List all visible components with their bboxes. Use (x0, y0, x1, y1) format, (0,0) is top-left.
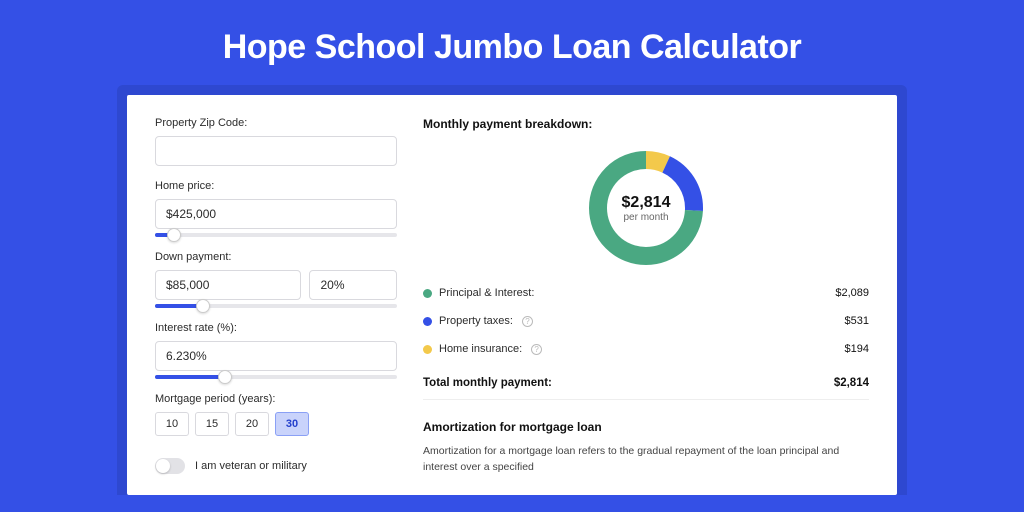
legend-row: Principal & Interest: $2,089 (423, 279, 869, 307)
donut-chart: $2,814 per month (585, 147, 707, 269)
donut-container: $2,814 per month (423, 141, 869, 279)
interest-rate-slider[interactable] (155, 375, 397, 379)
total-label: Total monthly payment: (423, 377, 552, 389)
field-interest-rate: Interest rate (%): (155, 322, 397, 379)
mortgage-period-label: Mortgage period (years): (155, 393, 397, 405)
legend: Principal & Interest: $2,089 Property taxe… (423, 279, 869, 363)
legend-row: Home insurance:? $194 (423, 335, 869, 363)
form-column: Property Zip Code: Home price: Down paym… (155, 117, 397, 495)
breakdown-title: Monthly payment breakdown: (423, 117, 869, 131)
breakdown-column: Monthly payment breakdown: $2,814 per mo… (423, 117, 869, 495)
down-payment-pct-input[interactable] (309, 270, 397, 300)
donut-center: $2,814 per month (585, 147, 707, 269)
period-btn-10[interactable]: 10 (155, 412, 189, 436)
divider (423, 399, 869, 400)
donut-sub: per month (623, 212, 668, 223)
home-price-input[interactable] (155, 199, 397, 229)
field-home-price: Home price: (155, 180, 397, 237)
veteran-label: I am veteran or military (195, 460, 307, 472)
down-payment-label: Down payment: (155, 251, 397, 263)
toggle-knob (156, 459, 170, 473)
slider-fill (155, 375, 225, 379)
calculator-card: Property Zip Code: Home price: Down paym… (127, 95, 897, 495)
period-btn-15[interactable]: 15 (195, 412, 229, 436)
veteran-toggle-row: I am veteran or military (155, 458, 397, 474)
legend-row: Property taxes:? $531 (423, 307, 869, 335)
field-down-payment: Down payment: (155, 251, 397, 308)
legend-left: Principal & Interest: (423, 287, 534, 299)
legend-value: $2,089 (835, 287, 869, 299)
amortization-text: Amortization for a mortgage loan refers … (423, 444, 869, 476)
legend-label: Property taxes: (439, 315, 513, 327)
zip-input[interactable] (155, 136, 397, 166)
legend-label: Home insurance: (439, 343, 522, 355)
total-row: Total monthly payment: $2,814 (423, 367, 869, 395)
total-value: $2,814 (834, 377, 869, 389)
page-title: Hope School Jumbo Loan Calculator (0, 0, 1024, 85)
field-zip: Property Zip Code: (155, 117, 397, 166)
slider-thumb[interactable] (218, 370, 232, 384)
period-btn-30[interactable]: 30 (275, 412, 309, 436)
donut-amount: $2,814 (622, 194, 671, 212)
slider-thumb[interactable] (196, 299, 210, 313)
down-payment-slider[interactable] (155, 304, 397, 308)
legend-label: Principal & Interest: (439, 287, 534, 299)
interest-rate-input[interactable] (155, 341, 397, 371)
info-icon[interactable]: ? (522, 316, 533, 327)
card-shadow: Property Zip Code: Home price: Down paym… (117, 85, 907, 495)
period-button-group: 10152030 (155, 412, 397, 436)
info-icon[interactable]: ? (531, 344, 542, 355)
legend-dot (423, 289, 432, 298)
down-payment-amount-input[interactable] (155, 270, 301, 300)
legend-left: Property taxes:? (423, 315, 533, 327)
home-price-slider[interactable] (155, 233, 397, 237)
period-btn-20[interactable]: 20 (235, 412, 269, 436)
legend-value: $194 (845, 343, 869, 355)
legend-dot (423, 345, 432, 354)
field-mortgage-period: Mortgage period (years): 10152030 (155, 393, 397, 436)
amortization-title: Amortization for mortgage loan (423, 420, 869, 434)
home-price-label: Home price: (155, 180, 397, 192)
veteran-toggle[interactable] (155, 458, 185, 474)
legend-dot (423, 317, 432, 326)
legend-left: Home insurance:? (423, 343, 542, 355)
zip-label: Property Zip Code: (155, 117, 397, 129)
interest-rate-label: Interest rate (%): (155, 322, 397, 334)
slider-thumb[interactable] (167, 228, 181, 242)
legend-value: $531 (845, 315, 869, 327)
